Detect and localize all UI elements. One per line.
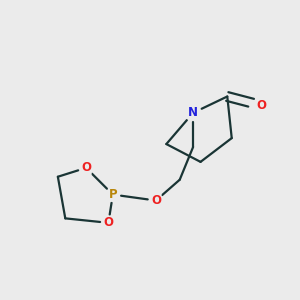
Text: P: P — [109, 188, 117, 201]
Text: O: O — [81, 161, 91, 174]
Text: O: O — [151, 194, 161, 207]
Text: O: O — [103, 216, 113, 229]
Text: N: N — [188, 106, 198, 119]
Text: O: O — [256, 99, 266, 112]
